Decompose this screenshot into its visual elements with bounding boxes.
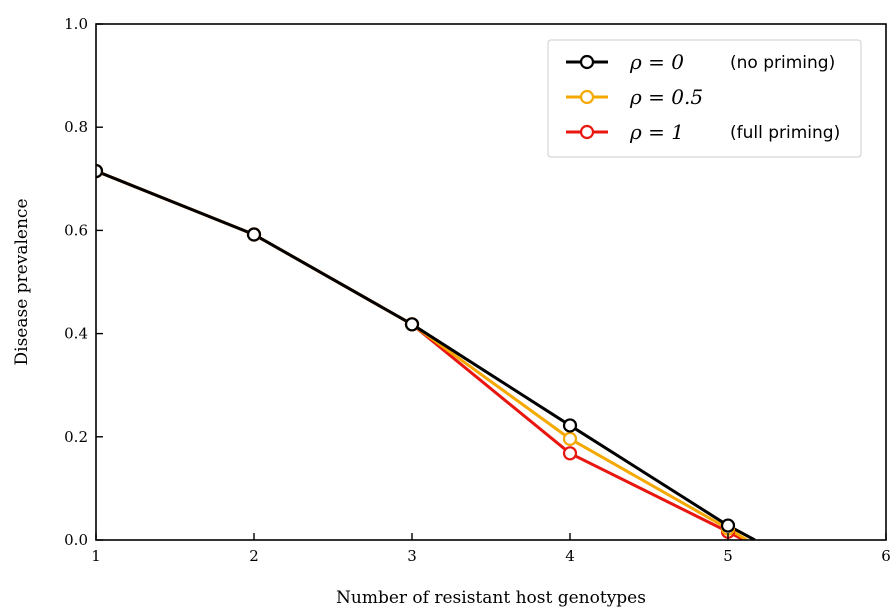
legend-marker-0 bbox=[579, 54, 595, 70]
series-line-0 bbox=[96, 169, 756, 540]
y-tick-label-4: 0.8 bbox=[64, 118, 88, 136]
legend-marker-2 bbox=[579, 124, 595, 140]
legend-note-2: (full priming) bbox=[730, 123, 840, 143]
legend-label-2: ρ = 1 bbox=[629, 120, 684, 144]
x-tick-label-0: 1 bbox=[91, 547, 101, 565]
x-tick-label-4: 5 bbox=[723, 547, 733, 565]
y-tick-label-5: 1.0 bbox=[64, 15, 88, 33]
series-line-1 bbox=[96, 169, 748, 540]
axes-frame bbox=[95, 23, 887, 541]
data-point-0-0 bbox=[96, 163, 104, 179]
data-point-0-2 bbox=[404, 317, 420, 332]
legend-label-1: ρ = 0.5 bbox=[629, 85, 703, 109]
series-line-2 bbox=[96, 169, 745, 540]
x-tick-label-3: 4 bbox=[565, 547, 575, 565]
y-tick-label-1: 0.2 bbox=[64, 428, 88, 446]
legend-marker-1 bbox=[579, 89, 595, 105]
y-tick-label-0: 0.0 bbox=[64, 531, 88, 549]
legend-note-0: (no priming) bbox=[730, 53, 835, 73]
x-tick-label-1: 2 bbox=[249, 547, 259, 565]
legend-box bbox=[547, 39, 862, 158]
data-point-0-1 bbox=[246, 227, 262, 242]
y-tick-label-3: 0.6 bbox=[64, 221, 88, 239]
x-tick-label-2: 3 bbox=[407, 547, 417, 565]
data-point-0-3 bbox=[562, 418, 578, 433]
y-axis-label: Disease prevalence bbox=[12, 198, 32, 365]
x-tick-label-5: 6 bbox=[881, 547, 891, 565]
y-tick-label-2: 0.4 bbox=[64, 325, 88, 343]
data-point-1-3 bbox=[562, 431, 578, 446]
data-point-0-4 bbox=[720, 518, 736, 533]
legend-label-0: ρ = 0 bbox=[629, 50, 684, 74]
data-point-2-3 bbox=[562, 446, 578, 461]
x-axis-label: Number of resistant host genotypes bbox=[336, 588, 646, 608]
